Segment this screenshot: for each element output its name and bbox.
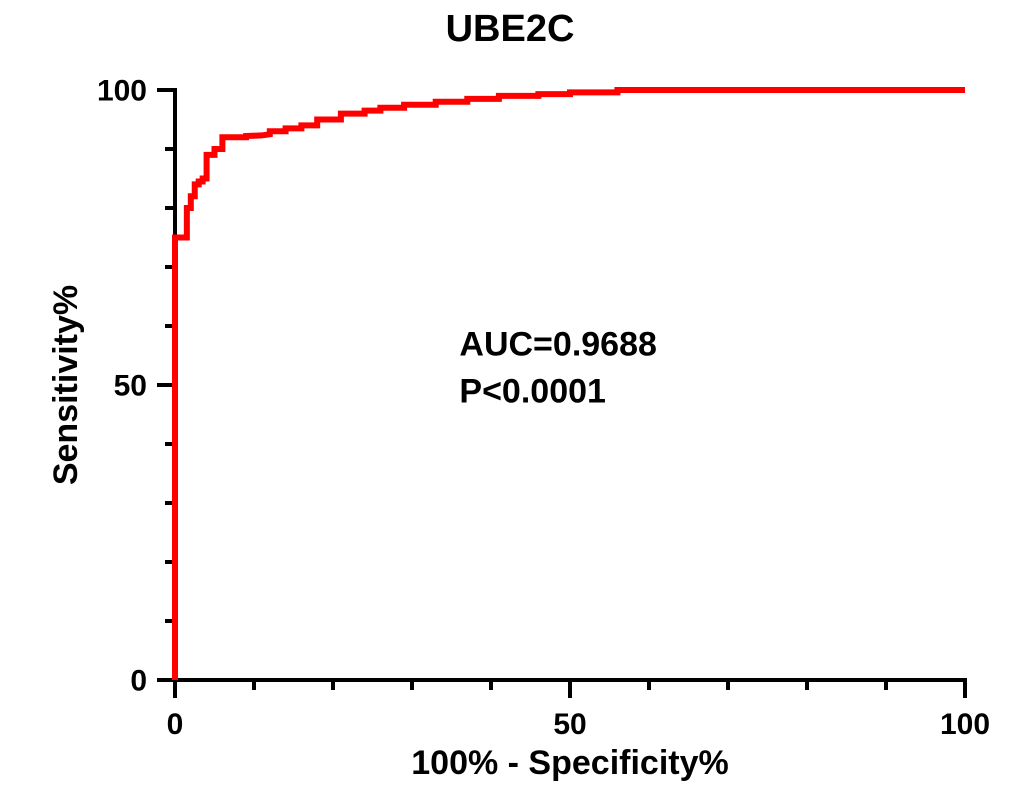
x-axis-label: 100% - Specificity% bbox=[411, 744, 728, 782]
chart-svg: 0 50 100 0 50 100 100% - Specificity% Sensitivi… bbox=[0, 0, 1020, 794]
y-tick-label: 50 bbox=[114, 370, 147, 403]
auc-annotation: AUC=0.9688 bbox=[459, 326, 657, 364]
roc-chart: UBE2C 050100050100100% - Specificity%Sen… bbox=[0, 0, 1020, 794]
y-tick-label: 100 bbox=[97, 75, 147, 108]
y-axis-label: Sensitivity% bbox=[47, 285, 85, 485]
x-tick-label: 100 bbox=[940, 708, 990, 741]
y-tick-label: 0 bbox=[130, 665, 147, 698]
x-tick-label: 50 bbox=[553, 708, 586, 741]
pvalue-annotation: P<0.0001 bbox=[459, 373, 606, 411]
x-tick-label: 0 bbox=[167, 708, 184, 741]
